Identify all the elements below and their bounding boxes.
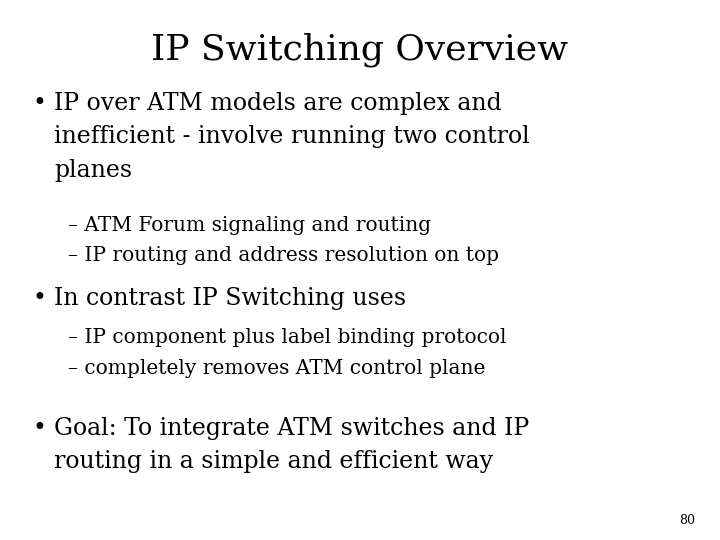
Text: •: • [32,92,47,115]
Text: – IP routing and address resolution on top: – IP routing and address resolution on t… [68,246,500,265]
Text: – ATM Forum signaling and routing: – ATM Forum signaling and routing [68,216,431,235]
Text: •: • [32,417,47,440]
Text: planes: planes [54,159,132,182]
Text: 80: 80 [679,514,695,526]
Text: IP Switching Overview: IP Switching Overview [151,32,569,67]
Text: IP over ATM models are complex and: IP over ATM models are complex and [54,92,502,115]
Text: inefficient - involve running two control: inefficient - involve running two contro… [54,125,530,148]
Text: – IP component plus label binding protocol: – IP component plus label binding protoc… [68,328,507,347]
Text: – completely removes ATM control plane: – completely removes ATM control plane [68,359,486,378]
Text: Goal: To integrate ATM switches and IP: Goal: To integrate ATM switches and IP [54,417,529,440]
Text: routing in a simple and efficient way: routing in a simple and efficient way [54,450,493,474]
Text: In contrast IP Switching uses: In contrast IP Switching uses [54,287,406,310]
Text: •: • [32,287,47,310]
